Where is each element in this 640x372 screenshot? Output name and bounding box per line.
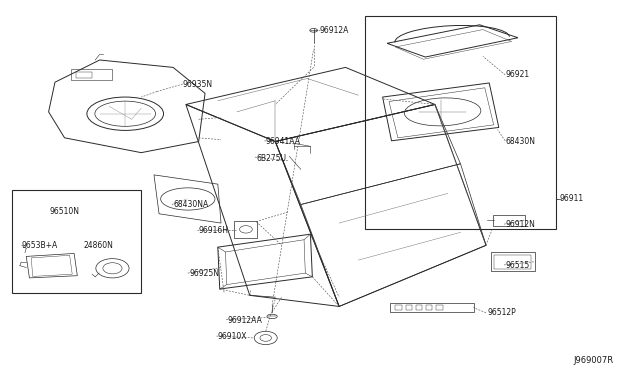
Text: 96916H: 96916H — [198, 226, 228, 235]
Text: 6B275U: 6B275U — [256, 154, 286, 163]
Text: 96510N: 96510N — [49, 208, 79, 217]
Text: 96911: 96911 — [559, 195, 584, 203]
Text: 96912A: 96912A — [320, 26, 349, 35]
Text: 96935N: 96935N — [182, 80, 213, 89]
Text: 96912N: 96912N — [505, 221, 535, 230]
Text: 9653B+A: 9653B+A — [21, 241, 58, 250]
Text: 96910X: 96910X — [218, 331, 247, 341]
Text: 96925N: 96925N — [189, 269, 219, 278]
Text: 24860N: 24860N — [84, 241, 113, 250]
Text: 96921: 96921 — [505, 70, 529, 79]
Text: 68430NA: 68430NA — [173, 200, 209, 209]
Text: 96941AA: 96941AA — [266, 137, 301, 146]
Text: J969007R: J969007R — [573, 356, 614, 365]
Text: 68430N: 68430N — [505, 137, 535, 146]
Text: 96912AA: 96912AA — [227, 316, 262, 325]
Text: 96512P: 96512P — [487, 308, 516, 317]
Text: 96515: 96515 — [505, 261, 529, 270]
